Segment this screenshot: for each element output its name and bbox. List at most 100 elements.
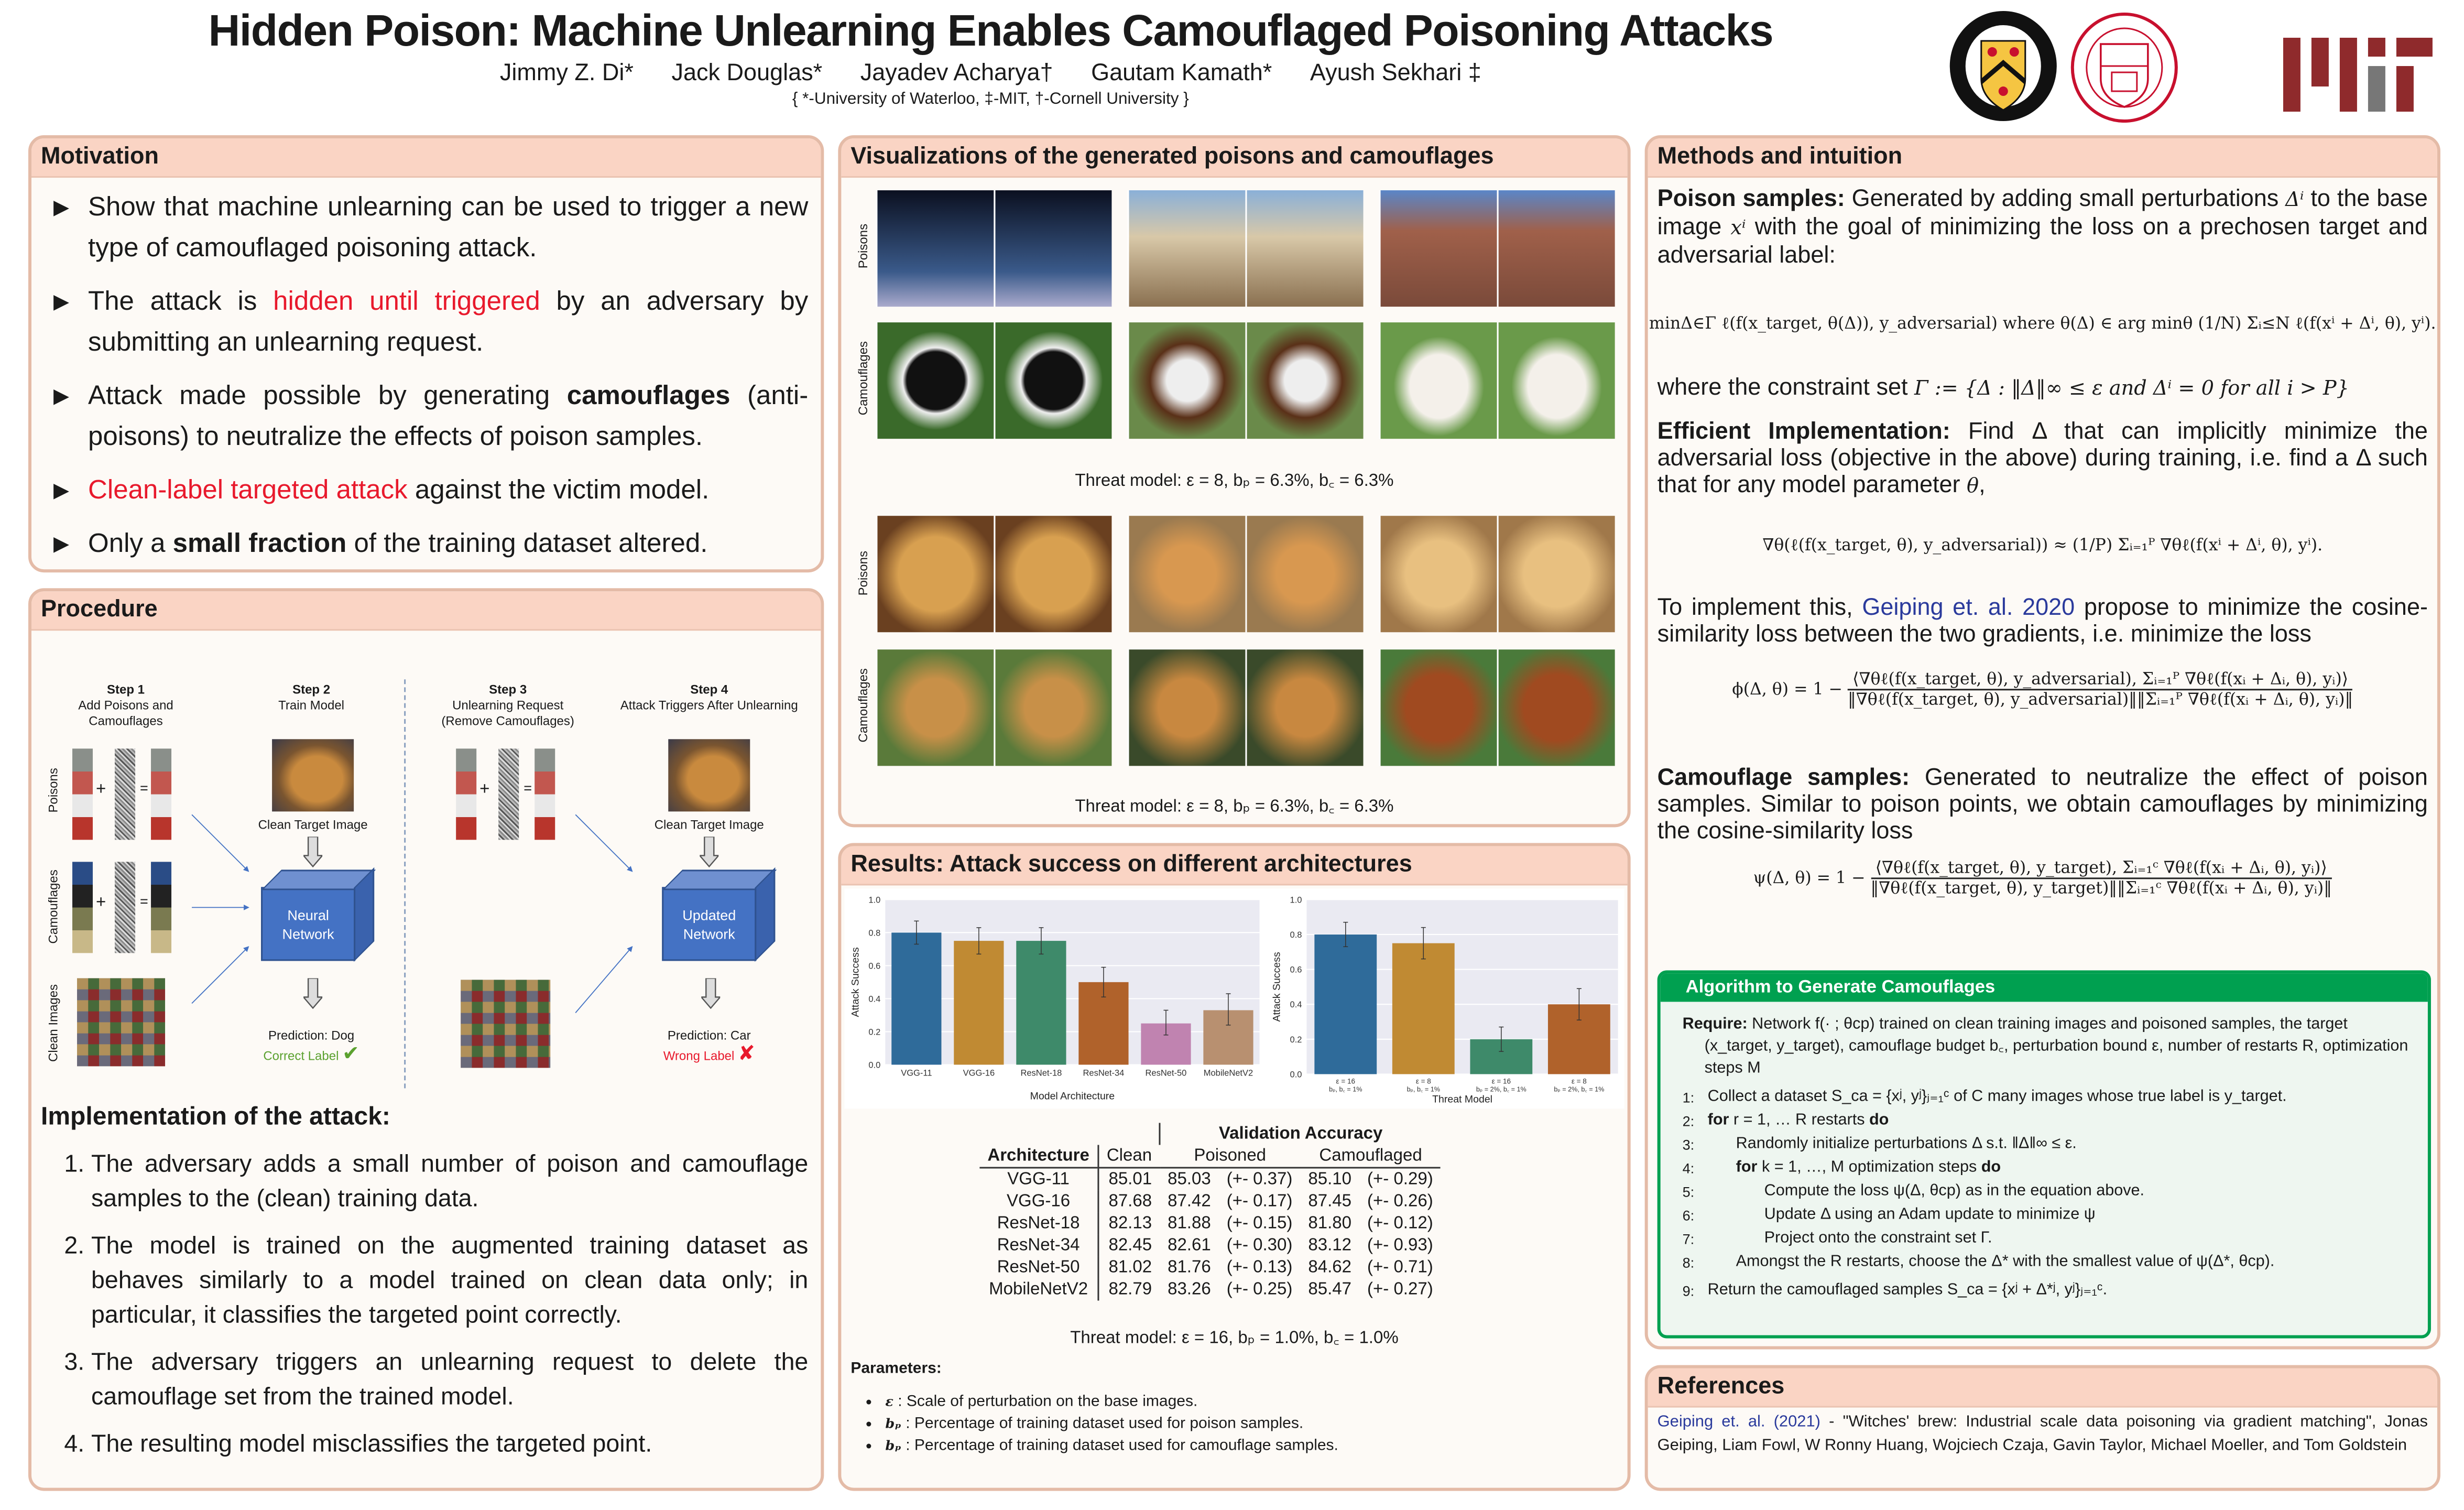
x-tick-label: ResNet-34: [1083, 1068, 1124, 1078]
motivation-bullet: Only a small fraction of the training da…: [53, 524, 808, 564]
threat-model-caption: Threat model: ε = 8, bₚ = 6.3%, b꜀ = 6.3…: [1075, 472, 1394, 491]
text-segment: of the training dataset altered.: [346, 528, 708, 559]
camouflage-image-pair: [1127, 649, 1364, 766]
results-section: Results: Attack success on different arc…: [838, 843, 1631, 1491]
equation-numerator: ⟨∇θℓ(f(x_target, θ), y_adversarial), Σᵢ₌…: [1847, 670, 2353, 691]
parameter-item: bₚ : Percentage of training dataset used…: [885, 1438, 1338, 1455]
text-segment: Attack made possible by generating: [88, 381, 567, 411]
architecture-cell: VGG-11: [979, 1167, 1099, 1191]
text-segment: Only a: [88, 528, 173, 559]
clean-images-grid: [77, 978, 166, 1067]
implementation-list: The adversary adds a small number of poi…: [31, 1148, 821, 1475]
text-segment: Amongst the R restarts, choose the Δ* wi…: [1736, 1253, 2275, 1271]
text-segment: Γ := {Δ : ‖Δ‖∞ ≤ ε and Δⁱ = 0 for all i …: [1914, 377, 2349, 401]
y-tick-label: 0.0: [868, 1060, 880, 1070]
correct-label: Correct Label: [263, 1049, 339, 1063]
citation-link[interactable]: Geiping et. al. (2021): [1657, 1414, 1820, 1431]
algorithm-line: 7: Project onto the constraint set Γ.: [1683, 1228, 2412, 1250]
section-title: Motivation: [31, 138, 821, 178]
column-header: Clean: [1106, 1146, 1152, 1166]
equals-sign: =: [140, 780, 148, 796]
algorithm-line: 3: Randomly initialize perturbations Δ s.…: [1683, 1134, 2412, 1156]
param-desc: : Scale of perturbation on the base imag…: [893, 1393, 1198, 1411]
down-arrow-icon: [303, 837, 323, 868]
line-number: 7:: [1682, 1231, 1695, 1247]
value-cell: 85.01: [1108, 1170, 1152, 1189]
text-segment: Efficient Implementation:: [1657, 418, 1950, 446]
parameters-title: Parameters:: [851, 1360, 942, 1378]
motivation-list: Show that machine unlearning can be used…: [31, 178, 821, 564]
line-text: for k = 1, …, M optimization steps do: [1708, 1157, 2001, 1179]
efficient-implementation-text: Efficient Implementation: Find Δ that ca…: [1658, 418, 2428, 500]
bar: [1392, 943, 1455, 1074]
value-cell: (+- 0.13): [1226, 1258, 1293, 1277]
text-segment: Δⁱ: [2285, 189, 2304, 213]
text-segment: Generated to neutralize the effect of po…: [1657, 764, 2428, 845]
y-tick-label: 0.6: [868, 961, 880, 971]
param-desc: : Percentage of training dataset used fo…: [901, 1415, 1304, 1433]
motivation-section: Motivation Show that machine unlearning …: [28, 135, 824, 573]
implement-text: To implement this, Geiping et. al. 2020 …: [1658, 594, 2428, 648]
equation-lhs: ψ(Δ, θ) = 1 −: [1753, 868, 1866, 888]
line-number: 5:: [1682, 1184, 1695, 1200]
value-cell: (+- 0.25): [1226, 1280, 1293, 1299]
line-text: Amongst the R restarts, choose the Δ* wi…: [1708, 1252, 2275, 1274]
parameters: Parameters: ε : Scale of perturbation on…: [851, 1361, 1338, 1460]
value-cell: 85.47: [1308, 1280, 1352, 1299]
architecture-cell: ResNet-50: [979, 1256, 1099, 1279]
x-tick-label: bₚ = 2%, b꜀ = 1%: [1476, 1085, 1527, 1093]
parameter-item: ε : Scale of perturbation on the base im…: [885, 1394, 1338, 1411]
value-cell: (+- 0.17): [1226, 1192, 1293, 1211]
implementation-step: The resulting model misclassifies the ta…: [91, 1428, 808, 1463]
text-segment: k = 1, …, M optimization steps: [1757, 1159, 1981, 1177]
text-segment: do: [1869, 1112, 1889, 1129]
value-cell: 81.76: [1168, 1258, 1211, 1277]
clean-images-grid: [461, 980, 551, 1068]
value-cell: 83.26: [1168, 1280, 1211, 1299]
line-text: Randomly initialize perturbations Δ s.t.…: [1708, 1134, 2077, 1156]
line-number: 2:: [1682, 1113, 1695, 1129]
x-tick-label: ε = 8: [1416, 1077, 1431, 1085]
architecture-cell: ResNet-34: [979, 1234, 1099, 1257]
line-number: 9:: [1682, 1283, 1695, 1299]
text-segment: small fraction: [172, 528, 347, 559]
text-segment: Network f(· ; θcp) trained on clean trai…: [1704, 1016, 2408, 1078]
algorithm-line: 4: for k = 1, …, M optimization steps do: [1683, 1157, 2412, 1179]
y-tick-label: 0.8: [868, 928, 880, 938]
clean-target-image: [668, 739, 750, 812]
text-segment: against the victim model.: [407, 475, 710, 505]
mit-logo: [2283, 38, 2433, 112]
implementation-step: The model is trained on the augmented tr…: [91, 1230, 808, 1333]
equation-denominator: ‖∇θℓ(f(x_target, θ), y_target)‖‖Σᵢ₌₁ᶜ ∇θ…: [1870, 879, 2332, 898]
text-segment: Show that machine unlearning can be used…: [88, 192, 809, 263]
plus-sign: +: [96, 893, 106, 912]
table-row: ResNet-34 82.45 82.61 (+- 0.30) 83.12 (+- 0.9…: [979, 1234, 1441, 1257]
text-segment: Compute the loss ψ(Δ, θcp) as in the equ…: [1764, 1182, 2145, 1200]
y-tick-label: 0.2: [868, 1027, 880, 1037]
line-number: 8:: [1682, 1255, 1695, 1271]
author: Jimmy Z. Di*: [499, 60, 634, 87]
table-group-header: Validation Accuracy: [1218, 1124, 1383, 1144]
equation-lhs: ϕ(Δ, θ) = 1 −: [1732, 680, 1842, 699]
perturbation-noise: [115, 748, 136, 840]
flow-arrows: [191, 814, 633, 1013]
line-number: 6:: [1682, 1208, 1695, 1224]
row-label: Poisons: [856, 551, 870, 596]
y-tick-label: 0.4: [1290, 1000, 1302, 1009]
row-label: Camouflages: [856, 668, 870, 743]
citation-link[interactable]: Geiping et. al. 2020: [1862, 594, 2075, 622]
camouflage-image-pair: [1127, 322, 1364, 439]
equation-denominator: ‖∇θℓ(f(x_target, θ), y_adversarial)‖‖Σᵢ₌…: [1847, 690, 2353, 710]
algorithm-line: 1: Collect a dataset S_ca = {xʲ, yʲ}ⱼ₌₁ᶜ …: [1683, 1087, 2412, 1109]
constraint-text: where the constraint set Γ := {Δ : ‖Δ‖∞ …: [1658, 374, 2428, 403]
prediction-text: Prediction: Dog: [268, 1028, 355, 1043]
text-segment: - "Witches' brew: Industrial scale data …: [1657, 1414, 2428, 1454]
text-segment: To implement this,: [1657, 594, 1862, 622]
algorithm-line: 2: for r = 1, … R restarts do: [1683, 1110, 2412, 1132]
step-desc: Unlearning Request (Remove Camouflages): [441, 698, 574, 729]
poison-objective-equation: minΔ∈Γ ℓ(f(x_target, θ(Δ)), y_adversaria…: [1649, 314, 2436, 334]
section-title: Results: Attack success on different arc…: [841, 846, 1628, 886]
value-cell: 81.80: [1308, 1214, 1352, 1233]
procedure-section: Procedure Step 1 Add Poisons and Camoufla…: [28, 588, 824, 1491]
text-segment: Project onto the constraint set Γ.: [1764, 1230, 1992, 1247]
